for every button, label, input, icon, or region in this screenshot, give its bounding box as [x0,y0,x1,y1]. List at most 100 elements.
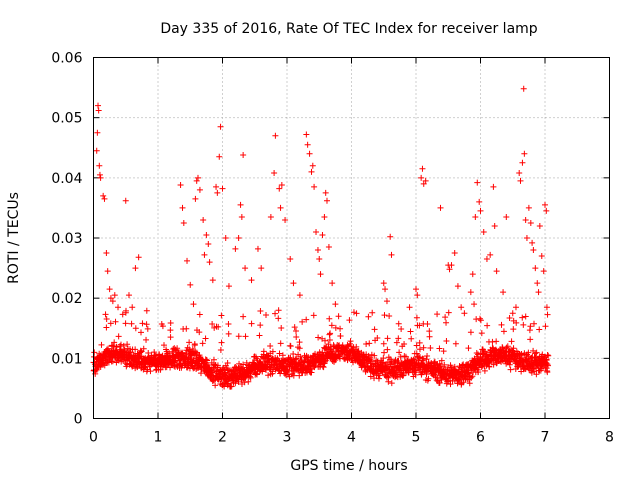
baseline-point [240,313,247,320]
baseline-point [365,313,372,320]
baseline-point [337,353,344,360]
baseline-point [424,321,431,328]
data-point [413,286,419,293]
baseline-point [416,322,423,329]
baseline-point [400,372,407,379]
baseline-point [269,370,276,377]
baseline-point [161,342,168,349]
baseline-point [510,345,517,352]
baseline-point [122,360,129,367]
data-point [193,177,200,184]
data-point [535,289,542,296]
baseline-point [257,322,264,329]
data-point [521,150,528,157]
baseline-point [451,363,458,370]
baseline-point [107,320,114,327]
baseline-point [297,353,304,360]
baseline-point [240,361,247,368]
baseline-point [380,355,387,362]
data-point [237,201,244,208]
data-point [132,265,139,272]
baseline-point [257,307,264,314]
baseline-point [544,311,551,318]
baseline-point [544,368,551,375]
data-point [542,201,548,208]
data-point [472,213,479,220]
baseline-point [167,319,174,326]
data-point [271,170,278,177]
baseline-point [218,312,225,319]
baseline-point [218,339,225,346]
baseline-point [303,316,310,323]
data-point [242,265,249,272]
axis-ticks: 0 1 2 3 4 5 6 7 8 0 0.01 0.02 0.03 0.04 0.05 0.06 [51,51,614,446]
data-point [422,177,429,184]
baseline-point [209,321,216,328]
baseline-point [426,328,433,335]
data-point [214,189,221,196]
baseline-point [228,383,235,390]
data-point [446,266,453,273]
data-point [101,195,108,202]
data-point [519,159,526,166]
y-axis-label: ROTI / TECUs [6,192,22,284]
data-point [222,235,229,241]
data-point [267,213,274,220]
data-point [258,265,265,272]
baseline-point [426,333,433,340]
baseline-point [381,349,388,356]
data-point [282,216,289,223]
baseline-point [374,335,381,342]
baseline-point [272,310,279,317]
data-point [115,304,122,311]
baseline-point [290,351,297,358]
data-point [240,151,247,158]
baseline-point [376,372,383,379]
data-point [290,280,297,287]
data-point [543,207,550,214]
baseline-point [328,322,335,329]
baseline-point [375,375,382,382]
data-point [516,170,523,177]
data-point [103,250,110,257]
data-point [129,304,136,311]
baseline-point [477,315,484,322]
data-point [95,102,102,109]
baseline-point [506,315,513,322]
data-point [194,174,201,181]
data-point [107,295,114,302]
data-point [530,247,537,254]
baseline-point [332,324,339,331]
baseline-point [187,356,194,363]
data-point [483,256,490,263]
x-tick-label: 7 [541,430,550,446]
baseline-point [119,311,126,318]
data-point [471,301,478,308]
baseline-point [526,327,533,334]
baseline-point [381,312,388,319]
baseline-point [263,311,270,318]
baseline-point [115,333,122,340]
data-point [308,168,315,175]
data-point [420,180,427,187]
baseline-point [369,309,376,316]
baseline-point [293,334,300,341]
baseline-point [103,316,110,323]
baseline-point [217,346,224,353]
data-point [179,204,186,211]
y-tick-label: 0.05 [51,111,82,127]
data-point [512,304,519,311]
baseline-point [465,345,472,352]
baseline-point [396,349,403,356]
baseline-point [267,342,274,349]
baseline-point [525,349,532,356]
data-point [311,183,318,190]
baseline-point [196,311,203,318]
baseline-point [143,336,150,343]
data-point [522,216,529,223]
x-tick-label: 4 [347,430,356,446]
baseline-point [395,358,402,365]
baseline-point [493,338,500,345]
baseline-point [276,350,283,357]
baseline-point [287,343,294,350]
